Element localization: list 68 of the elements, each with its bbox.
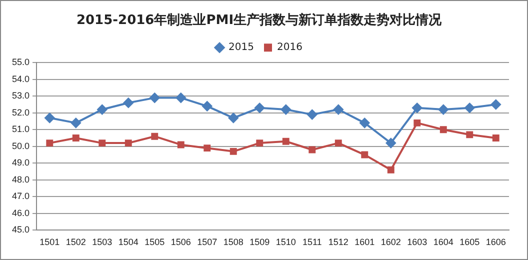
- point: [150, 92, 160, 103]
- y-tick-label: 47.0: [12, 191, 30, 202]
- x-tick-label: 1603: [407, 237, 428, 248]
- point: [386, 138, 396, 148]
- point: [492, 134, 500, 142]
- chart-title: 2015-2016年制造业PMI生产指数与新订单指数走势对比情况: [76, 12, 443, 28]
- point: [230, 148, 237, 155]
- y-tick-label: 51.0: [12, 124, 30, 134]
- y-tick-label: 54.0: [12, 74, 30, 84]
- point: [151, 132, 158, 140]
- y-tick-label: 49.0: [12, 158, 30, 168]
- point: [124, 140, 132, 147]
- x-tick-label: 1501: [40, 237, 60, 248]
- y-tick-label: 52.0: [12, 107, 30, 118]
- point: [123, 98, 134, 108]
- x-tick-label: 1502: [66, 237, 86, 248]
- legend-label: 2015: [228, 42, 254, 54]
- x-tick-label: 1604: [433, 237, 454, 248]
- point: [438, 104, 448, 115]
- point: [72, 134, 80, 142]
- point: [70, 118, 81, 128]
- x-tick-label: 1602: [380, 237, 401, 248]
- point: [46, 140, 54, 147]
- legend-label: 2016: [277, 42, 302, 54]
- y-tick-label: 55.0: [12, 57, 30, 68]
- point: [414, 119, 421, 126]
- point: [440, 126, 447, 134]
- point: [202, 101, 212, 112]
- x-tick-label: 1505: [144, 237, 165, 248]
- y-tick-label: 50.0: [12, 140, 30, 151]
- x-tick-label: 1511: [302, 237, 322, 248]
- x-tick-label: 1606: [486, 237, 506, 248]
- point: [334, 140, 342, 147]
- point: [256, 140, 264, 147]
- point: [177, 141, 184, 148]
- x-tick-label: 1509: [250, 237, 270, 248]
- x-tick-label: 1504: [118, 237, 138, 248]
- point: [176, 92, 186, 103]
- point: [412, 102, 422, 113]
- x-tick-label: 1506: [170, 237, 191, 248]
- point: [333, 104, 344, 115]
- point: [228, 112, 238, 123]
- point: [360, 118, 370, 128]
- point: [98, 140, 106, 147]
- point: [307, 110, 318, 120]
- point: [280, 104, 291, 115]
- point: [308, 146, 316, 154]
- point: [466, 131, 474, 138]
- x-tick-label: 1508: [223, 237, 244, 248]
- y-tick-label: 45.0: [12, 224, 30, 235]
- y-tick-label: 46.0: [12, 208, 30, 218]
- x-tick-label: 1605: [460, 237, 480, 248]
- x-tick-label: 1507: [197, 237, 218, 248]
- x-tick-label: 1503: [92, 237, 112, 248]
- y-tick-label: 53.0: [12, 90, 30, 101]
- x-tick-label: 1601: [354, 237, 375, 248]
- point: [44, 112, 55, 123]
- point: [361, 151, 368, 158]
- point: [97, 104, 108, 115]
- point: [282, 138, 290, 145]
- point: [254, 102, 265, 113]
- x-tick-label: 1512: [328, 237, 348, 248]
- point: [464, 102, 475, 113]
- point: [204, 144, 211, 152]
- point: [490, 100, 501, 110]
- point: [387, 166, 394, 174]
- x-tick-label: 1510: [276, 237, 296, 248]
- y-tick-label: 48.0: [12, 174, 30, 184]
